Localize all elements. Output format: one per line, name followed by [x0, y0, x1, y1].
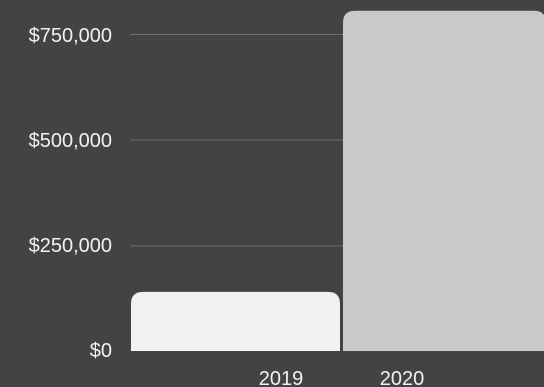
- x-tick-label-2020: 2020: [380, 368, 425, 387]
- y-tick-label: $500,000: [29, 130, 112, 152]
- y-tick-label: $0: [90, 340, 112, 362]
- y-tick-label: $750,000: [29, 25, 112, 47]
- bars: [131, 10, 544, 351]
- y-axis: $0 $250,000 $500,000 $750,000: [29, 25, 112, 362]
- x-axis: 2019 2020: [259, 368, 425, 387]
- x-tick-label-2019: 2019: [259, 368, 304, 387]
- bar-2020: [343, 10, 544, 351]
- y-tick-label: $250,000: [29, 235, 112, 257]
- bar-2019: [131, 291, 340, 351]
